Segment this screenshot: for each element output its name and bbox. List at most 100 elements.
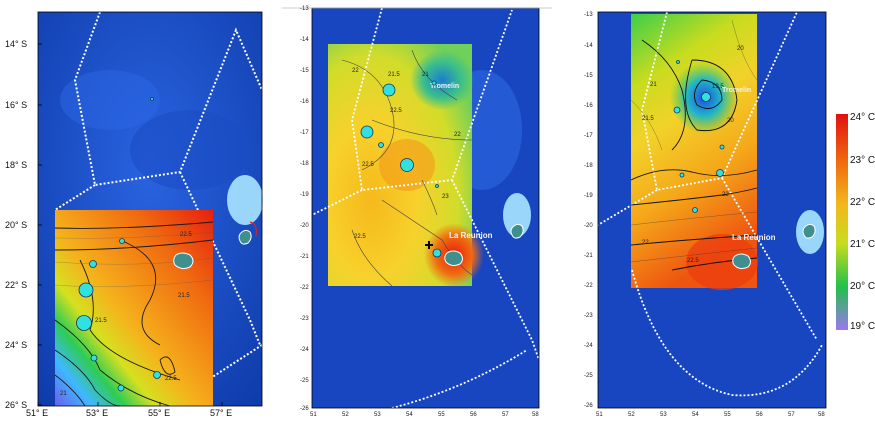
reunion-island xyxy=(732,253,751,270)
reunion-island xyxy=(173,252,194,270)
temperature-legend xyxy=(836,114,848,330)
svg-text:-24: -24 xyxy=(584,343,593,349)
svg-text:22: 22 xyxy=(722,192,729,198)
svg-text:54: 54 xyxy=(692,412,699,417)
svg-text:57: 57 xyxy=(502,412,509,417)
sample-points xyxy=(673,60,725,213)
contour-labels: 22 21.5 21 22.5 22 23 22.5 22.5 xyxy=(352,68,461,240)
mauritius-island xyxy=(238,229,252,245)
latitude-ticks: -13 -14 -15 -16 -17 -18 -19 -20 -21 -22 … xyxy=(300,6,309,412)
cross-marker xyxy=(425,241,433,249)
svg-text:58: 58 xyxy=(532,412,539,417)
svg-text:-22: -22 xyxy=(584,283,593,289)
contour-lines xyxy=(630,39,758,271)
legend-label-20: 20° C xyxy=(850,281,875,292)
mauritius-island xyxy=(510,223,524,239)
contour-label: 21.5 xyxy=(178,293,190,299)
svg-text:-16: -16 xyxy=(584,103,593,109)
svg-text:56: 56 xyxy=(470,412,477,417)
svg-text:-20: -20 xyxy=(300,223,309,229)
legend-label-23: 23° C xyxy=(850,155,875,166)
svg-text:22.5: 22.5 xyxy=(390,108,402,114)
svg-text:55: 55 xyxy=(724,412,731,417)
svg-text:14° S: 14° S xyxy=(5,39,27,49)
svg-text:-25: -25 xyxy=(300,378,309,384)
svg-text:51° E: 51° E xyxy=(26,408,48,417)
svg-text:52: 52 xyxy=(342,412,349,417)
legend-label-21: 21° C xyxy=(850,239,875,250)
svg-text:52: 52 xyxy=(628,412,635,417)
svg-text:55° E: 55° E xyxy=(148,408,170,417)
sample-points xyxy=(360,80,442,258)
svg-text:-20: -20 xyxy=(584,223,593,229)
panel-2-map: 22 21.5 21 22.5 22 23 22.5 22.5 Tromelin… xyxy=(282,0,552,418)
longitude-ticks: 51 52 53 54 55 56 57 58 xyxy=(596,412,825,418)
svg-text:21.5: 21.5 xyxy=(388,72,400,78)
sst-overlay xyxy=(55,210,213,406)
svg-text:-19: -19 xyxy=(584,193,593,199)
latitude-ticks: 14° S 16° S 18° S 20° S 22° S 24° S 26° … xyxy=(5,39,27,410)
svg-text:-14: -14 xyxy=(584,43,593,49)
longitude-ticks: 51 52 53 54 55 56 57 58 xyxy=(310,412,539,418)
svg-text:-21: -21 xyxy=(584,253,593,259)
svg-text:-21: -21 xyxy=(300,254,309,260)
svg-text:22: 22 xyxy=(642,240,649,246)
svg-text:-18: -18 xyxy=(300,161,309,167)
svg-text:22: 22 xyxy=(352,68,359,74)
svg-text:-23: -23 xyxy=(300,316,309,322)
svg-text:-26: -26 xyxy=(584,403,593,409)
svg-text:22.5: 22.5 xyxy=(362,162,374,168)
contour-label: 21.5 xyxy=(95,318,107,324)
svg-text:-19: -19 xyxy=(300,192,309,198)
sample-points xyxy=(76,97,161,392)
svg-text:-23: -23 xyxy=(584,313,593,319)
svg-text:19.5: 19.5 xyxy=(712,84,724,90)
svg-text:53: 53 xyxy=(374,412,381,417)
place-label-tromelin: Tromelin xyxy=(722,87,751,94)
panel-3-map: 20 21 19.5 21.5 20 22 22.5 23 22 Tromeli… xyxy=(572,0,832,418)
svg-text:55: 55 xyxy=(438,412,445,417)
place-label-tromelin: Tromelin xyxy=(430,83,459,90)
svg-text:-22: -22 xyxy=(300,285,309,291)
svg-text:51: 51 xyxy=(310,412,317,417)
svg-text:-15: -15 xyxy=(300,68,309,74)
svg-text:22: 22 xyxy=(454,132,461,138)
svg-text:21: 21 xyxy=(650,82,657,88)
svg-text:-13: -13 xyxy=(300,6,309,12)
svg-text:54: 54 xyxy=(406,412,413,417)
svg-text:57: 57 xyxy=(788,412,795,417)
contour-label: 21 xyxy=(60,391,67,397)
svg-text:22.5: 22.5 xyxy=(687,258,699,264)
svg-text:53: 53 xyxy=(660,412,667,417)
svg-text:-26: -26 xyxy=(300,406,309,412)
svg-text:58: 58 xyxy=(818,412,825,417)
svg-text:-16: -16 xyxy=(300,99,309,105)
reunion-island xyxy=(444,250,463,267)
legend-label-22: 22° C xyxy=(850,197,875,208)
svg-text:21: 21 xyxy=(422,72,429,78)
svg-text:22.5: 22.5 xyxy=(354,234,366,240)
legend-label-19: 19° C xyxy=(850,321,875,332)
svg-text:23: 23 xyxy=(442,194,449,200)
eez-boundary xyxy=(311,7,540,409)
svg-text:26° S: 26° S xyxy=(5,400,27,410)
contour-label: 22.5 xyxy=(165,376,177,382)
svg-text:16° S: 16° S xyxy=(5,100,27,110)
svg-text:22° S: 22° S xyxy=(5,280,27,290)
place-label-reunion: La Reunion xyxy=(449,231,493,240)
mauritius-island xyxy=(802,223,816,239)
svg-text:56: 56 xyxy=(756,412,763,417)
svg-text:-14: -14 xyxy=(300,37,309,43)
svg-text:-17: -17 xyxy=(300,130,309,136)
svg-text:-25: -25 xyxy=(584,373,593,379)
svg-text:-18: -18 xyxy=(584,163,593,169)
contour-label: 22.5 xyxy=(180,232,192,238)
svg-text:24° S: 24° S xyxy=(5,340,27,350)
svg-text:57° E: 57° E xyxy=(210,408,232,417)
svg-text:-17: -17 xyxy=(584,133,593,139)
contour-lines xyxy=(341,49,473,287)
eez-boundary xyxy=(597,11,823,397)
latitude-ticks: -13 -14 -15 -16 -17 -18 -19 -20 -21 -22 … xyxy=(584,12,593,409)
svg-text:21.5: 21.5 xyxy=(642,116,654,122)
svg-text:51: 51 xyxy=(596,412,603,417)
